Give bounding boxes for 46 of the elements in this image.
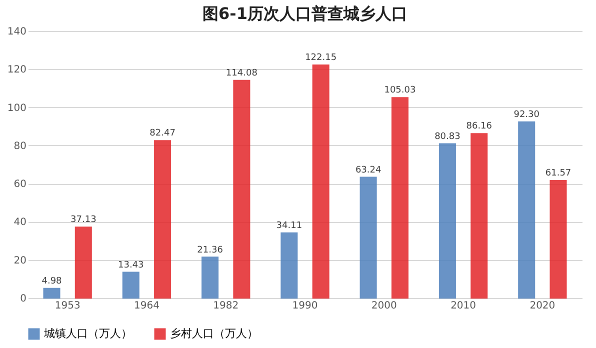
bar (312, 64, 330, 299)
text: 122.15 (305, 53, 337, 64)
x-tick-label: 1964 (134, 300, 160, 312)
x-tick-label: 1990 (292, 300, 318, 312)
legend-label: 城镇人口（万人） (43, 327, 132, 340)
text: 92.30 (514, 110, 540, 120)
y-tick-label: 80 (14, 140, 26, 152)
text: 63.24 (355, 165, 382, 176)
bar (202, 256, 219, 299)
text: 82.47 (150, 128, 176, 139)
bar (550, 180, 567, 299)
legend-label: 乡村人口（万人） (170, 327, 258, 340)
x-tick-label: 2000 (371, 300, 397, 312)
bar (470, 133, 488, 299)
bar (122, 272, 140, 299)
bar (43, 288, 60, 299)
x-tick-label: 1982 (213, 300, 239, 312)
bar (280, 232, 298, 299)
x-tick-label: 1953 (54, 300, 80, 312)
y-tick-label: 60 (14, 179, 26, 190)
text: 34.11 (276, 220, 302, 231)
y-tick-label: 100 (7, 102, 26, 114)
bar (391, 97, 408, 299)
bar (233, 80, 250, 299)
y-tick-label: 120 (7, 64, 26, 76)
text: 61.57 (545, 168, 572, 179)
y-tick-label: 0 (20, 294, 26, 304)
y-tick-label: 40 (14, 217, 26, 228)
text: 105.03 (384, 86, 416, 96)
y-tick-label: 140 (7, 26, 26, 38)
bar (360, 176, 377, 299)
text: 80.83 (434, 132, 460, 142)
bar (74, 226, 92, 299)
x-tick-label: 2020 (530, 300, 556, 312)
y-tick-label: 20 (14, 255, 26, 266)
bar (518, 121, 536, 299)
bar (154, 140, 172, 299)
bar (438, 143, 456, 299)
text: 86.16 (466, 122, 492, 132)
text: 4.98 (42, 276, 62, 286)
chart-title: 图6-1历次人口普查城乡人口 (202, 4, 408, 23)
text: 13.43 (118, 260, 144, 270)
x-tick-label: 2010 (450, 300, 476, 312)
text: 37.13 (70, 215, 96, 226)
text: 114.08 (226, 68, 258, 78)
text: 21.36 (197, 245, 223, 256)
